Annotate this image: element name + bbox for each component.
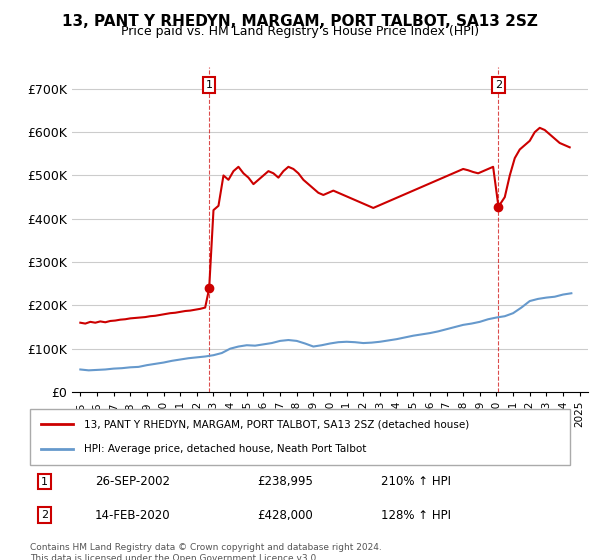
Text: Price paid vs. HM Land Registry's House Price Index (HPI): Price paid vs. HM Land Registry's House … [121, 25, 479, 38]
Text: HPI: Average price, detached house, Neath Port Talbot: HPI: Average price, detached house, Neat… [84, 444, 367, 454]
FancyBboxPatch shape [30, 409, 570, 465]
Text: 13, PANT Y RHEDYN, MARGAM, PORT TALBOT, SA13 2SZ: 13, PANT Y RHEDYN, MARGAM, PORT TALBOT, … [62, 14, 538, 29]
Text: 14-FEB-2020: 14-FEB-2020 [95, 508, 170, 522]
Text: £238,995: £238,995 [257, 475, 313, 488]
Text: £428,000: £428,000 [257, 508, 313, 522]
Text: 210% ↑ HPI: 210% ↑ HPI [381, 475, 451, 488]
Text: 2: 2 [41, 510, 48, 520]
Text: 13, PANT Y RHEDYN, MARGAM, PORT TALBOT, SA13 2SZ (detached house): 13, PANT Y RHEDYN, MARGAM, PORT TALBOT, … [84, 419, 469, 430]
Text: 1: 1 [206, 80, 212, 90]
Text: Contains HM Land Registry data © Crown copyright and database right 2024.
This d: Contains HM Land Registry data © Crown c… [30, 543, 382, 560]
Text: 26-SEP-2002: 26-SEP-2002 [95, 475, 170, 488]
Text: 1: 1 [41, 477, 48, 487]
Text: 128% ↑ HPI: 128% ↑ HPI [381, 508, 451, 522]
Text: 2: 2 [495, 80, 502, 90]
